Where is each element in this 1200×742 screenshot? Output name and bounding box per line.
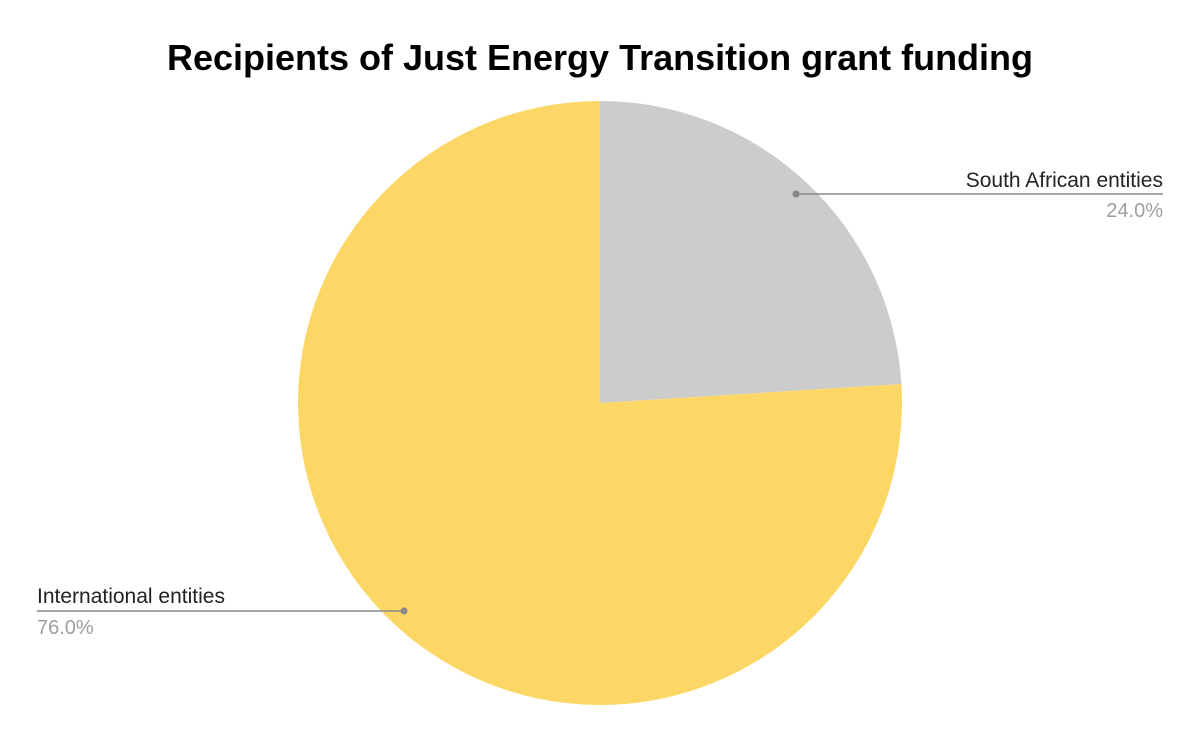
slice-percent: 76.0% — [37, 617, 94, 639]
pie-slices — [298, 101, 902, 705]
chart-title: Recipients of Just Energy Transition gra… — [167, 37, 1033, 78]
leader-dot — [400, 607, 408, 615]
pie-slice-south-african-entities — [600, 101, 902, 403]
slice-label: International entities — [37, 585, 225, 608]
slice-label: South African entities — [966, 169, 1163, 192]
leader-dot — [792, 190, 800, 198]
pie-slice-international-entities — [298, 101, 902, 705]
slice-percent: 24.0% — [1106, 200, 1163, 222]
slice-labels: South African entities 24.0% International… — [37, 169, 1163, 639]
